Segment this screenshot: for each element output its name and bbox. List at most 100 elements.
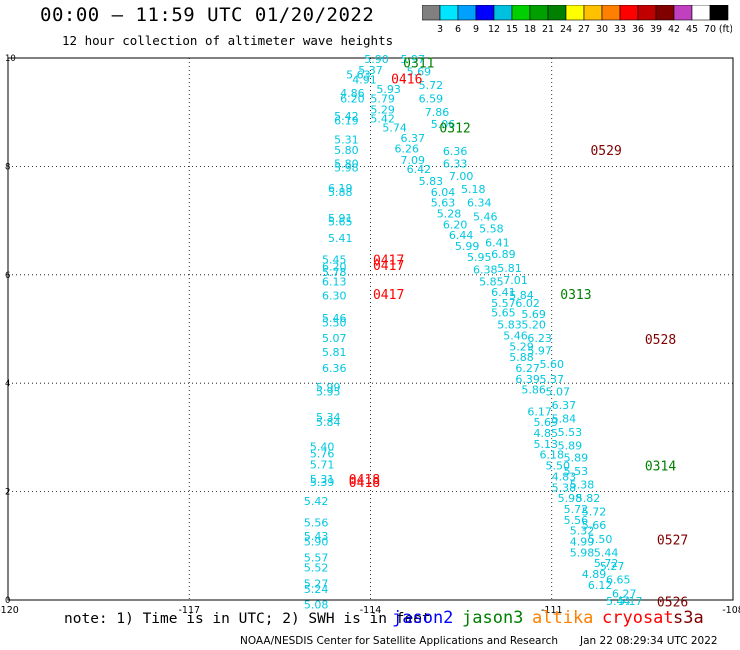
- legend-jason3: jason3: [462, 608, 524, 628]
- x-tick-label: -114: [360, 605, 382, 616]
- wave-height-point: 5.13: [533, 438, 558, 451]
- wave-height-point: 4.99: [570, 535, 595, 548]
- wave-height-point: 5.40: [310, 441, 335, 454]
- wave-height-point: 5.69: [407, 66, 432, 79]
- wave-height-point: 6.04: [431, 186, 456, 199]
- colorbar-label: 3: [437, 24, 443, 35]
- wave-height-point: 5.90: [364, 53, 389, 66]
- wave-height-point: 7.01: [503, 274, 528, 287]
- wave-height-point: 5.06: [431, 118, 456, 131]
- wave-height-point: 5.08: [304, 598, 329, 611]
- wave-height-point: 5.18: [461, 183, 486, 196]
- wave-height-point: 6.17: [527, 405, 552, 418]
- wave-height-point: 5.95: [467, 251, 492, 264]
- colorbar-label: 15: [506, 24, 518, 35]
- y-tick-label: 2: [5, 488, 10, 498]
- wave-height-point: 5.80: [334, 144, 359, 157]
- wave-height-point: 5.52: [304, 561, 329, 574]
- wave-height-point: 6.41: [491, 286, 516, 299]
- wave-height-point: 5.31: [310, 473, 335, 486]
- wave-height-point: 5.41: [328, 232, 353, 245]
- wave-height-point: 6.33: [443, 158, 468, 171]
- wave-height-point: 5.79: [370, 93, 395, 106]
- wave-height-point: 4.83: [552, 470, 577, 483]
- wave-height-point: 5.83: [497, 319, 522, 332]
- wave-height-point: 6.20: [443, 218, 468, 231]
- pass-time-label: 0311: [403, 56, 434, 71]
- wave-height-point: 5.72: [564, 503, 589, 516]
- wave-height-point: 5.81: [497, 262, 522, 275]
- wave-height-point: 6.12: [588, 579, 613, 592]
- colorbar-label: 24: [560, 24, 572, 35]
- chart-title: 00:00 – 11:59 UTC 01/20/2022: [40, 4, 375, 26]
- colorbar-label: 70: [704, 24, 716, 35]
- pass-time-label: 0416: [391, 73, 422, 88]
- wave-height-point: 5.29: [509, 340, 534, 353]
- wave-height-point: 4.89: [582, 568, 607, 581]
- y-tick-label: 4: [5, 379, 10, 389]
- colorbar-label: 9: [473, 24, 479, 35]
- wave-height-point: 5.74: [382, 121, 407, 134]
- pass-time-label: 0417: [373, 288, 404, 303]
- wave-height-point: 6.34: [467, 197, 492, 210]
- colorbar-label: (ft): [719, 24, 732, 35]
- wave-height-point: 6.20: [340, 93, 365, 106]
- wave-height-point: 5.84: [316, 416, 341, 429]
- wave-height-point: 6.36: [443, 145, 468, 158]
- wave-height-point: 5.95: [316, 385, 341, 398]
- wave-height-point: 5.27: [600, 560, 625, 573]
- wave-height-point: 5.34: [316, 411, 341, 424]
- pass-time-label: 0417: [373, 259, 404, 274]
- wave-height-point: 6.39: [515, 373, 540, 386]
- wave-height-point: 5.84: [509, 289, 534, 302]
- wave-height-point: 6.26: [395, 143, 420, 156]
- wave-height-point: 7.86: [425, 106, 450, 119]
- wave-height-point: 5.42: [334, 110, 359, 123]
- wave-height-point: 7.00: [449, 170, 474, 183]
- wave-height-point: 5.99: [316, 381, 341, 394]
- wave-height-point: 5.46: [322, 312, 347, 325]
- wave-height-point: 6.38: [473, 263, 498, 276]
- pass-time-label: 0528: [645, 333, 676, 348]
- wave-height-point: 6.89: [491, 248, 516, 261]
- wave-height-point: 5.37: [540, 373, 565, 386]
- wave-height-point: 5.37: [358, 64, 383, 77]
- wave-height-point: 5.91: [328, 212, 353, 225]
- wave-height-point: 5.50: [588, 533, 613, 546]
- x-tick-label: -108: [722, 605, 740, 616]
- wave-height-point: 5.50: [546, 460, 571, 473]
- y-tick-label: 6: [5, 271, 10, 281]
- colorbar-label: 12: [488, 24, 500, 35]
- wave-height-point: 5.57: [304, 552, 329, 565]
- colorbar-label: 39: [650, 24, 662, 35]
- pass-time-label: 0418: [349, 476, 380, 491]
- wave-height-point: 5.57: [491, 297, 516, 310]
- wave-height-point: 7.09: [401, 154, 426, 167]
- wave-height-point: 6.44: [449, 229, 474, 242]
- wave-height-point: 5.42: [304, 495, 329, 508]
- x-tick-label: -120: [0, 605, 19, 616]
- wave-height-point: 6.02: [515, 297, 540, 310]
- wave-height-point: 4.86: [340, 87, 365, 100]
- colorbar-label: 21: [542, 24, 554, 35]
- wave-height-point: 5.29: [370, 103, 395, 116]
- wave-height-point: 5.84: [552, 412, 577, 425]
- wave-height-point: 6.30: [322, 289, 347, 302]
- wave-height-point: 5.53: [558, 426, 583, 439]
- wave-height-point: 5.83: [419, 175, 444, 188]
- note-text: note: 1) Time is in UTC; 2) SWH is in fe…: [64, 611, 431, 627]
- wave-height-point: 5.44: [606, 595, 631, 608]
- wave-height-point: 6.23: [527, 332, 552, 345]
- wave-height-point: 5.07: [546, 385, 571, 398]
- wave-height-point: 5.69: [521, 308, 546, 321]
- wave-height-point: 5.88: [509, 351, 534, 364]
- wave-height-point: 5.89: [558, 440, 583, 453]
- wave-height-point: 6.42: [407, 163, 432, 176]
- pass-time-label: 0314: [645, 460, 676, 475]
- colorbar-label: 30: [596, 24, 608, 35]
- pass-time-label: 0418: [349, 473, 380, 488]
- wave-height-point: 6.41: [485, 236, 510, 249]
- wave-height-point: 5.38: [552, 481, 577, 494]
- colorbar-swatch: [709, 5, 729, 21]
- wave-height-point: 5.97: [527, 345, 552, 358]
